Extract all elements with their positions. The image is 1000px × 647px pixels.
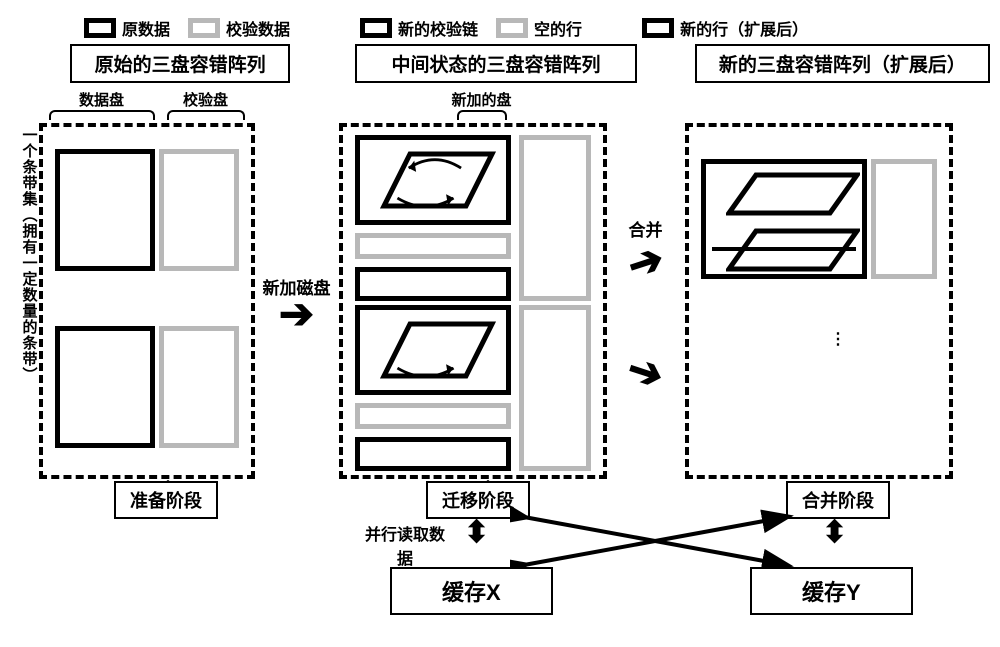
panel-title-a: 原始的三盘容错阵列 bbox=[70, 44, 290, 83]
data-block bbox=[55, 326, 155, 448]
migrate-arrows-icon bbox=[360, 310, 506, 394]
stripe-set bbox=[349, 133, 597, 299]
check-block bbox=[519, 135, 591, 301]
legend-item: 新的行（扩展后） bbox=[642, 16, 808, 40]
check-block bbox=[519, 305, 591, 471]
brace-row-b: 新加的盘 bbox=[343, 89, 603, 110]
empty-row-block bbox=[355, 233, 511, 259]
cross-arrows-icon bbox=[510, 507, 800, 575]
stripe-set bbox=[49, 310, 245, 469]
legend-group-b: 新的校验链 空的行 bbox=[360, 16, 582, 40]
legend-item: 空的行 bbox=[496, 16, 582, 40]
vdots-icon: ⋮ bbox=[830, 329, 848, 349]
legend-row: 原数据 校验数据 新的校验链 空的行 新的行（扩展后） bbox=[84, 16, 954, 40]
phase-prepare: 准备阶段 bbox=[114, 481, 218, 519]
arrow-add-disk: 新加磁盘 ➔ bbox=[255, 123, 339, 479]
cache-y: 缓存Y bbox=[750, 567, 913, 615]
empty-row-block bbox=[355, 403, 511, 429]
legend-item: 原数据 bbox=[84, 16, 170, 40]
brace-new-disk: 新加的盘 bbox=[451, 89, 513, 110]
swatch-gray bbox=[188, 18, 220, 38]
panel-a-inner bbox=[49, 133, 245, 469]
arrow-icon: ➔ bbox=[624, 242, 667, 281]
arrow-icon: ➔ bbox=[624, 352, 667, 391]
rhombus-icon bbox=[726, 172, 860, 216]
updown-arrow-icon: ⬍ bbox=[822, 515, 847, 550]
data-block bbox=[355, 437, 511, 471]
parallel-read-label: 并行读取数据 bbox=[360, 521, 450, 569]
legend-item: 新的校验链 bbox=[360, 16, 478, 40]
arrow-icon: ➔ bbox=[279, 299, 314, 328]
legend-label: 原数据 bbox=[122, 16, 170, 40]
check-block bbox=[159, 326, 239, 448]
swatch-black bbox=[84, 18, 116, 38]
legend-group-c: 新的行（扩展后） bbox=[642, 16, 808, 40]
panel-c bbox=[685, 123, 953, 479]
bottom-section: 准备阶段 迁移阶段 合并阶段 并行读取数据 ⬍ ⬍ 缓存X 缓存Y bbox=[70, 477, 980, 647]
panel-a: 数据盘 校验盘 bbox=[39, 123, 255, 479]
stripe-set bbox=[349, 303, 597, 469]
phase-merge: 合并阶段 bbox=[786, 481, 890, 519]
check-block bbox=[159, 149, 239, 271]
legend-label: 空的行 bbox=[534, 16, 582, 40]
brace-data-disk: 数据盘 bbox=[43, 89, 161, 110]
migrate-arrows-icon bbox=[360, 140, 506, 224]
legend-group-a: 原数据 校验数据 bbox=[84, 16, 290, 40]
new-chain-block bbox=[355, 135, 511, 225]
titles-row: 原始的三盘容错阵列 中间状态的三盘容错阵列 新的三盘容错阵列（扩展后） bbox=[70, 44, 990, 83]
brace-check-disk: 校验盘 bbox=[161, 89, 251, 110]
rhombus-icon bbox=[726, 228, 860, 272]
panel-title-c: 新的三盘容错阵列（扩展后） bbox=[695, 44, 990, 83]
stripe-set bbox=[49, 133, 245, 292]
check-block bbox=[871, 159, 937, 279]
brace-row-a: 数据盘 校验盘 bbox=[43, 89, 251, 110]
legend-label: 新的校验链 bbox=[398, 16, 478, 40]
swatch-gray bbox=[496, 18, 528, 38]
legend-item: 校验数据 bbox=[188, 16, 290, 40]
arrow-merge: 合并 ➔ ➔ bbox=[607, 123, 685, 479]
panel-c-inner bbox=[695, 133, 943, 469]
stripe-set-label: 一个条带集（拥有一定数量的条带） bbox=[18, 123, 39, 479]
legend-label: 校验数据 bbox=[226, 16, 290, 40]
data-block bbox=[55, 149, 155, 271]
panel-b: 新加的盘 bbox=[339, 123, 607, 479]
main-panels: 一个条带集（拥有一定数量的条带） 数据盘 校验盘 新加磁盘 ➔ 新加的盘 bbox=[18, 123, 990, 479]
swatch-black bbox=[360, 18, 392, 38]
panel-b-inner bbox=[349, 133, 597, 469]
stripe-set bbox=[695, 133, 943, 292]
data-block bbox=[355, 267, 511, 301]
updown-arrow-icon: ⬍ bbox=[464, 515, 489, 550]
cache-x: 缓存X bbox=[390, 567, 553, 615]
new-chain-block bbox=[355, 305, 511, 395]
swatch-black bbox=[642, 18, 674, 38]
new-row-block bbox=[701, 159, 867, 279]
panel-title-b: 中间状态的三盘容错阵列 bbox=[355, 44, 637, 83]
legend-label: 新的行（扩展后） bbox=[680, 16, 808, 40]
